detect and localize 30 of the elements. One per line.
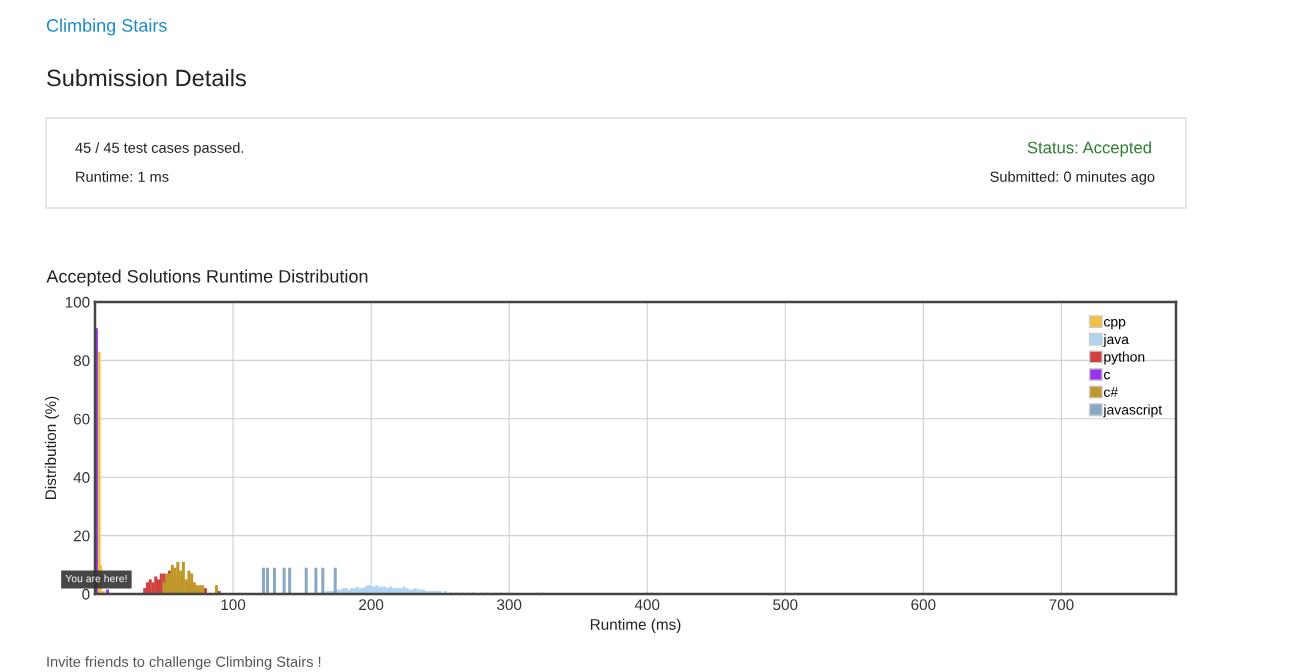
legend-label: cpp	[1104, 318, 1126, 330]
x-tick-label: 400	[634, 599, 660, 611]
x-tick-label: 600	[911, 599, 936, 611]
y-tick-label: 100	[65, 296, 90, 308]
y-tick-label: 20	[73, 530, 90, 542]
text: Submitted: 0 minutes ago	[990, 171, 1155, 185]
x-tick-label: 300	[497, 599, 522, 611]
text: Status: Accepted	[1027, 141, 1151, 157]
chart-title: Accepted Solutions Runtime Distribution	[46, 269, 368, 287]
x-tick-label: 100	[221, 599, 246, 611]
legend-label: javascript	[1103, 404, 1163, 418]
legend-label: python	[1104, 351, 1145, 365]
text: Submission Details	[47, 69, 246, 87]
y-tick-label: 40	[73, 472, 90, 483]
y-tick-label: 0	[82, 588, 90, 600]
text: Invite friends to challenge Climbing Stairs !	[47, 656, 321, 670]
annotation: You are here!	[65, 574, 127, 583]
legend-label: c	[1104, 371, 1111, 380]
text: Climbing Stairs	[46, 18, 167, 36]
legend-label: c#	[1104, 387, 1119, 397]
x-tick-label: 200	[359, 599, 384, 611]
text: Runtime: 1 ms	[76, 171, 169, 182]
y-tick-label: 60	[73, 413, 90, 425]
x-tick-label: 500	[773, 599, 798, 611]
x-tick-label: 700	[1049, 599, 1074, 611]
y-tick-label: 80	[73, 355, 90, 367]
text: 45 / 45 test cases passed.	[75, 142, 244, 156]
x-axis-title: Runtime (ms)	[590, 618, 681, 633]
legend-label: java	[1103, 333, 1129, 347]
y-axis-title: Distribution (%)	[44, 396, 60, 499]
